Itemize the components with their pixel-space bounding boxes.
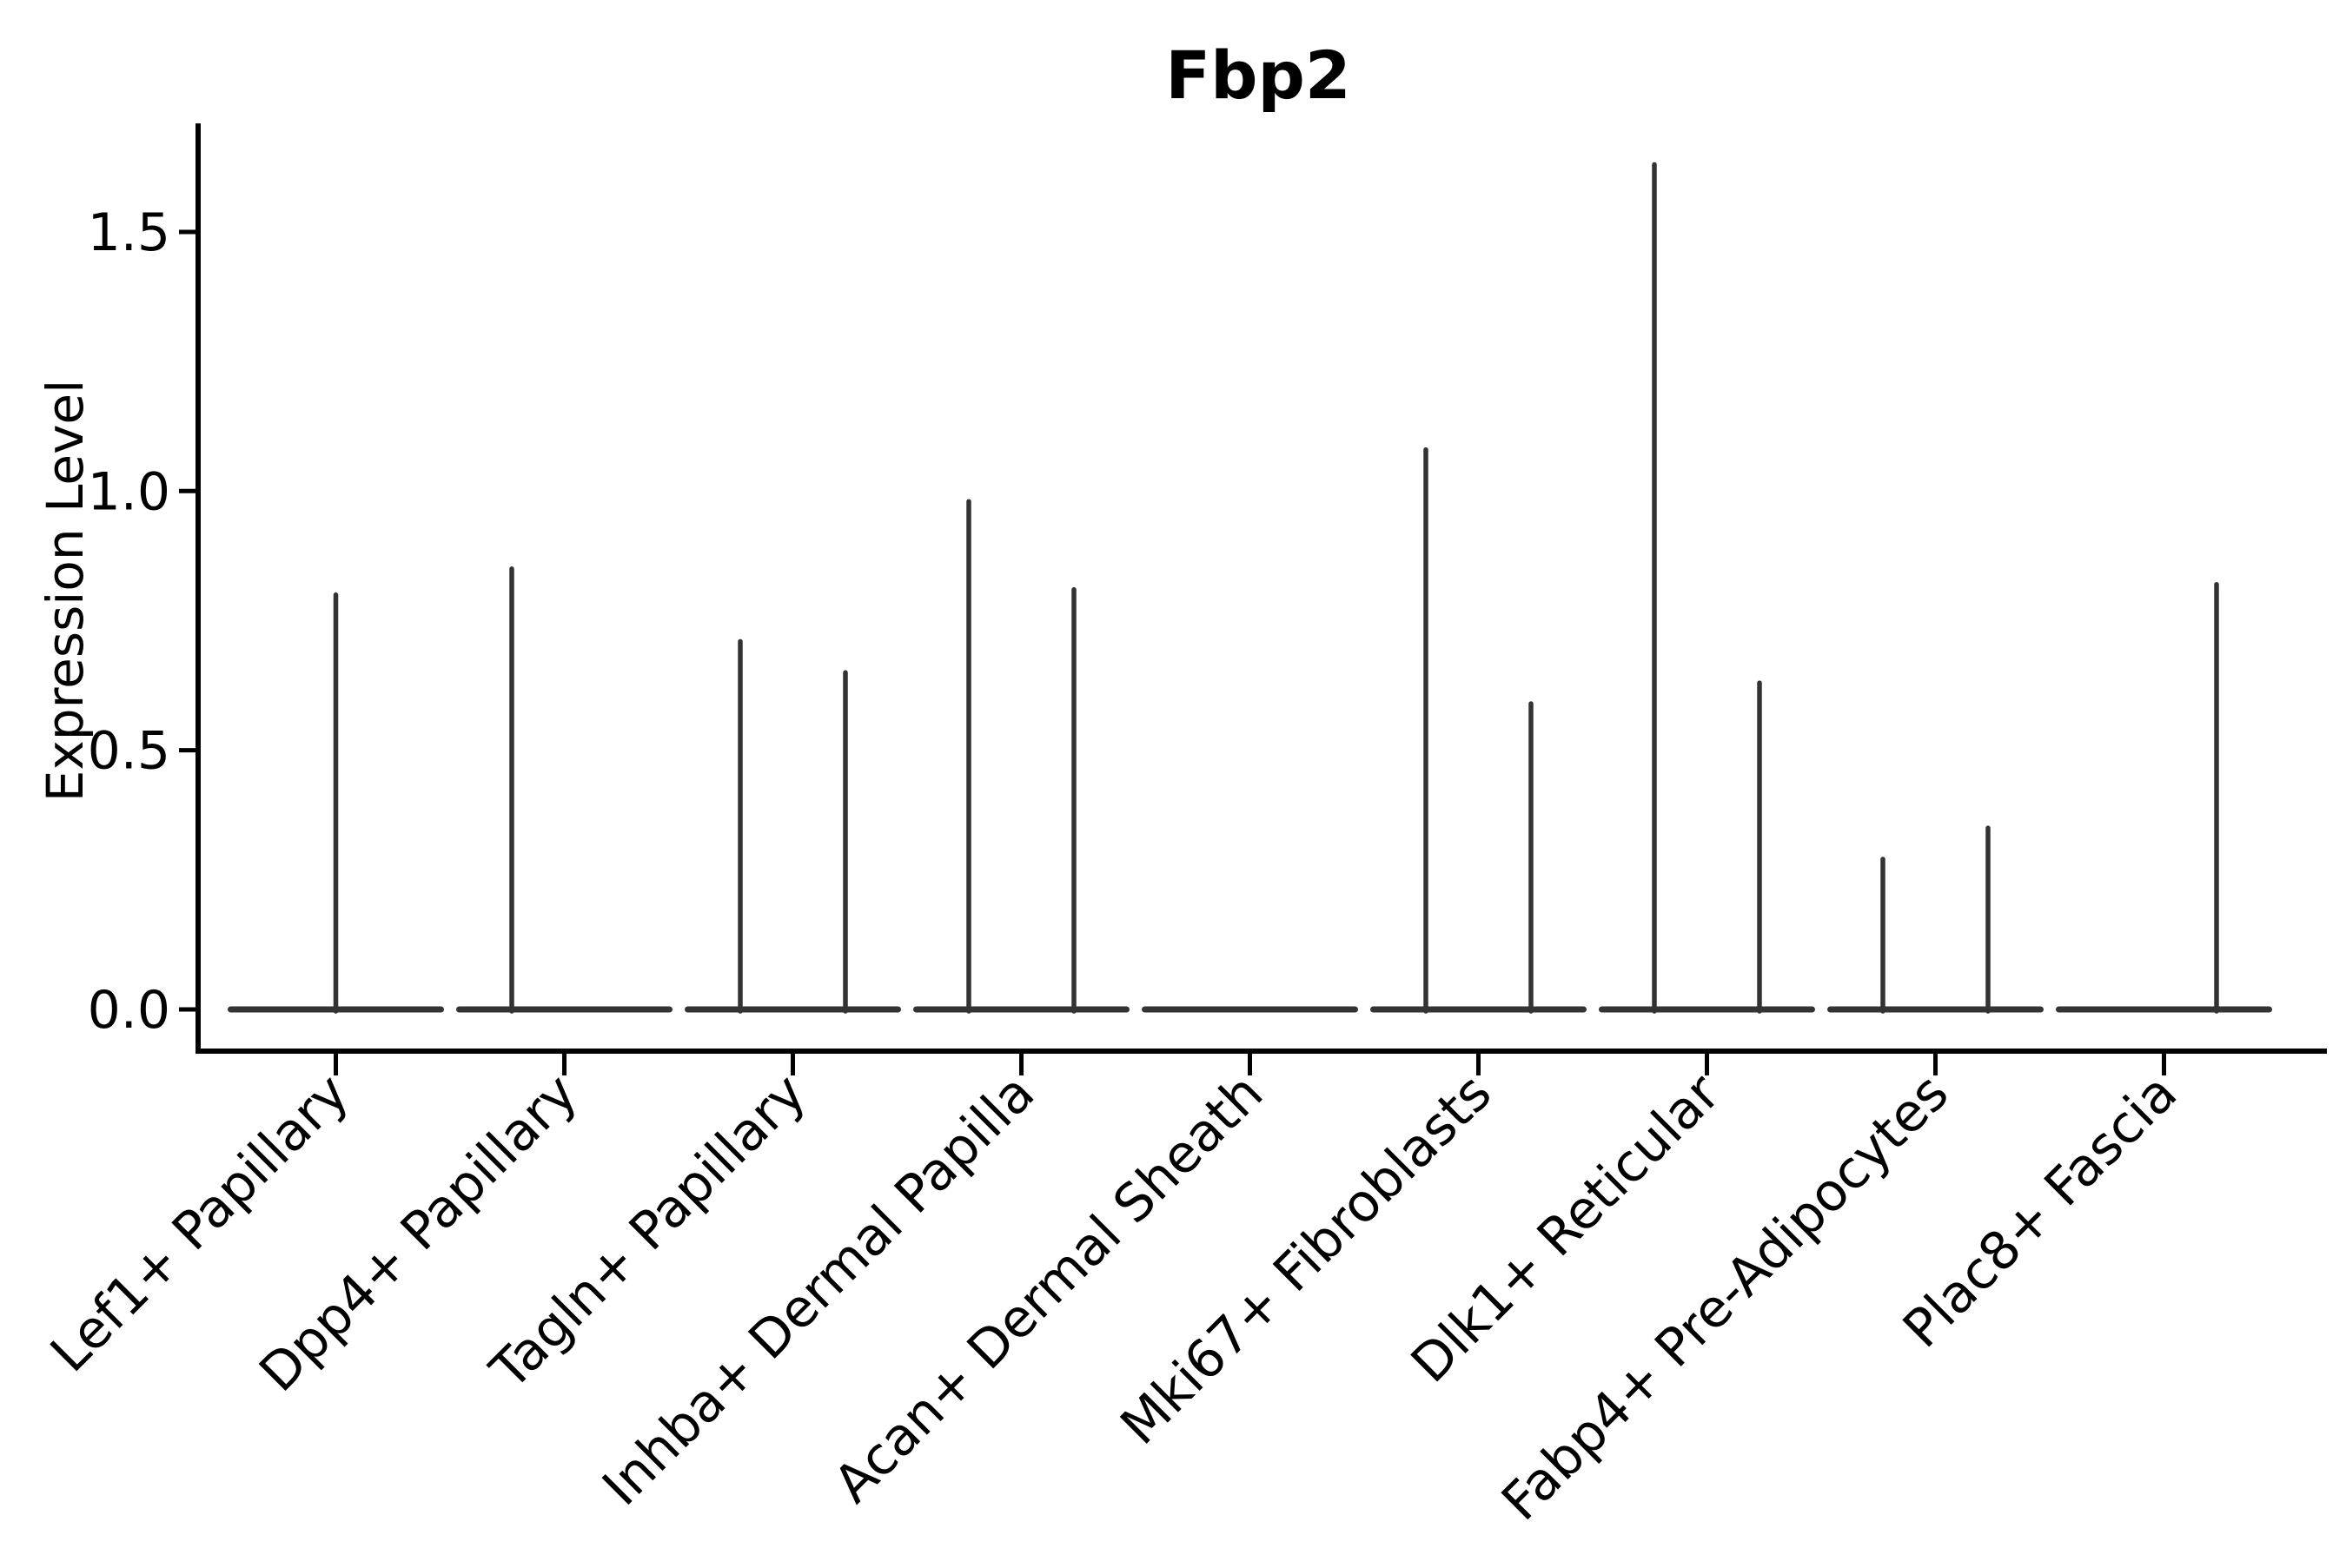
x-tick-label: Acan+ Dermal Sheath	[823, 1062, 1276, 1515]
y-axis-label: Expression Level	[36, 380, 95, 802]
violin-3	[685, 638, 901, 1014]
violin-7	[1599, 162, 1815, 1014]
violin-1	[228, 592, 444, 1014]
y-tick-label: 0.5	[88, 721, 170, 782]
violin-2	[456, 566, 673, 1014]
y-axis-ticks: 0.0 0.5 1.0 1.5	[88, 202, 198, 1041]
violin-4	[913, 499, 1130, 1014]
x-tick-label: Inhba+ Dermal Papilla	[591, 1062, 1046, 1518]
x-tick-label: Fabp4+ Pre-Adipocytes	[1490, 1062, 1960, 1532]
y-tick-label: 0.0	[88, 980, 170, 1041]
violin-6	[1370, 447, 1587, 1014]
chart-title: Fbp2	[1165, 36, 1351, 114]
x-tick-label: Mki67+ Fibroblasts	[1110, 1062, 1504, 1457]
y-tick-label: 1.5	[88, 202, 170, 263]
violins-layer	[228, 162, 2272, 1014]
y-tick-label: 1.0	[88, 461, 170, 522]
violin-8	[1827, 825, 2044, 1014]
violin-9	[2056, 581, 2272, 1014]
